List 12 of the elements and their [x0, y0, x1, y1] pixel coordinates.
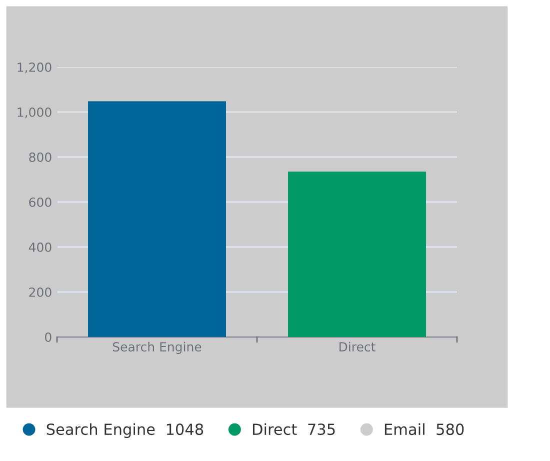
y-tick-label: 0 [45, 332, 52, 342]
legend-label: Direct 735 [252, 423, 335, 436]
y-tick-label: 800 [29, 152, 52, 162]
legend-label: Email 580 [384, 423, 464, 436]
x-tick-label: Direct [340, 342, 376, 352]
y-tick-label: 200 [29, 287, 52, 297]
x-tick-label: Search Engine [112, 342, 202, 354]
legend-label: Search Engine 1048 [46, 423, 204, 438]
y-tick-label: 1,200 [18, 62, 52, 74]
y-tick-label: 400 [28, 242, 52, 252]
y-tick-label: 1,000 [18, 107, 52, 118]
y-tick-label: 600 [29, 197, 52, 207]
